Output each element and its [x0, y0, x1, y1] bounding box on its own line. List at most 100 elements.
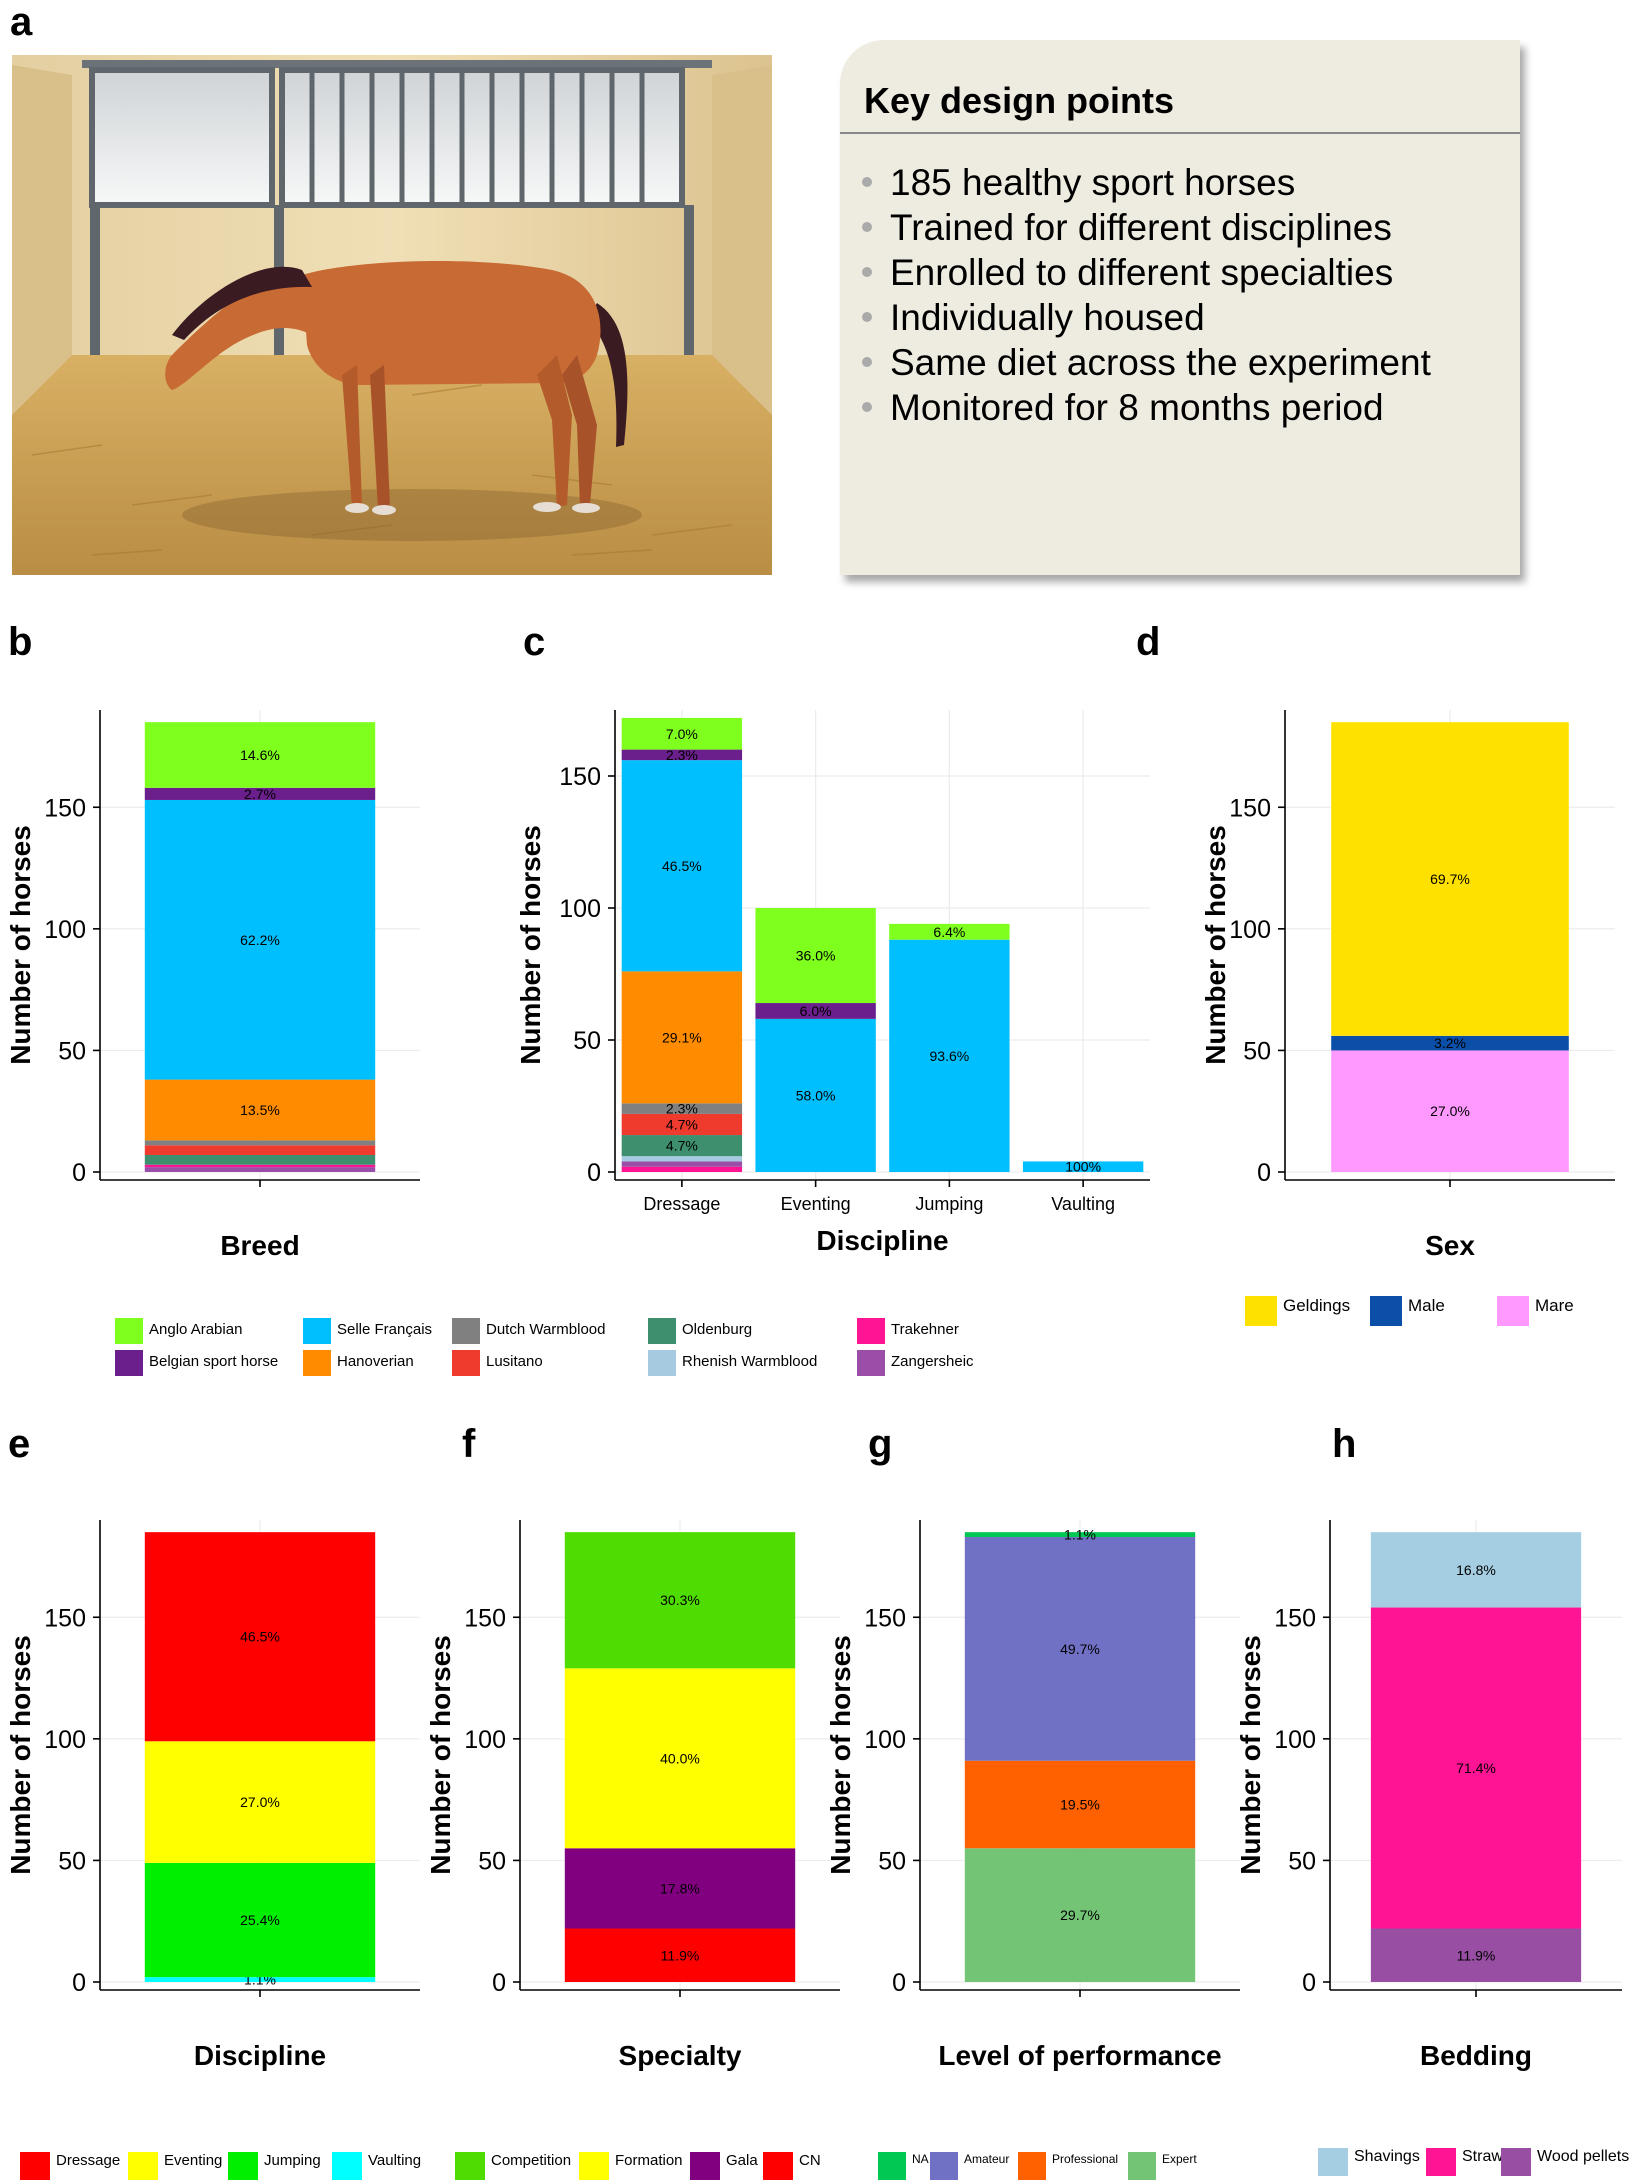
panel-letter-h: h [1332, 1422, 1357, 1466]
y-tick-label: 100 [464, 1726, 506, 1754]
bar-segment-selle-fran-ais [144, 799, 376, 1080]
key-design-points-list: 185 healthy sport horses Trained for dif… [862, 160, 1431, 430]
x-axis-title: Discipline [194, 2040, 326, 2071]
y-tick-label: 0 [892, 1969, 906, 1997]
bar-segment-trakehner [621, 1166, 743, 1172]
y-tick-label: 100 [559, 895, 601, 923]
legend-swatch [452, 1350, 480, 1376]
y-tick-label: 50 [58, 1847, 86, 1875]
legend-swatch [1245, 1296, 1277, 1326]
legend-label: Formation [615, 2152, 683, 2169]
y-tick-label: 150 [864, 1604, 906, 1632]
legend-swatch [1370, 1296, 1402, 1326]
x-axis-title: Breed [220, 1230, 299, 1261]
legend-label: Geldings [1283, 1296, 1351, 1315]
x-tick-label: Eventing [781, 1194, 851, 1214]
y-tick-label: 0 [587, 1159, 601, 1187]
legend-swatch [690, 2152, 720, 2180]
bar-segment-rhenish-warmblood [621, 1156, 743, 1162]
y-tick-label: 50 [1288, 1847, 1316, 1875]
legend-sex: Geldings Male Mare [1245, 1296, 1625, 1336]
bar-segment-male [1331, 1035, 1569, 1051]
key-design-points-box: Key design points 185 healthy sport hors… [840, 40, 1520, 575]
legend-label: Male [1408, 1296, 1445, 1315]
bar-segment-expert [964, 1848, 1196, 1982]
bar-segment-zangersheide [144, 1167, 376, 1172]
x-axis-title: Specialty [619, 2040, 742, 2071]
y-axis-title: Number of horses [5, 1635, 36, 1875]
legend-swatch [648, 1318, 676, 1344]
bar-segment-mare [1331, 1050, 1569, 1172]
panel-letter-b: b [8, 620, 33, 664]
data-label: 69.7% [1430, 871, 1470, 887]
bar-segment-shavings [1370, 1532, 1582, 1608]
bar-segment-lusitano [144, 1145, 376, 1155]
bar-segment-formation [564, 1668, 796, 1849]
y-tick-label: 0 [1302, 1969, 1316, 1997]
legend-swatch [857, 1350, 885, 1376]
legend-label: Trakehner [891, 1321, 959, 1338]
bar-segment-selle-fran-ais [755, 1018, 876, 1172]
legend-swatch [763, 2152, 793, 2180]
y-tick-label: 150 [44, 1604, 86, 1632]
bar-segment-oldenburg [144, 1154, 376, 1165]
legend-specialty: Competition Formation Gala CN [455, 2152, 855, 2184]
y-axis-title: Number of horses [5, 825, 36, 1065]
legend-swatch [1501, 2148, 1531, 2176]
bar-segment-belgian-sport-horse [621, 749, 743, 761]
legend-label: NA [912, 2152, 929, 2166]
legend-label: Jumping [264, 2152, 321, 2169]
chart-bedding: 11.9% 71.4% 16.8% 0 50 100 150 Number of horses… [1235, 1520, 1622, 2071]
data-label: 100% [1065, 1159, 1101, 1175]
legend-swatch [115, 1318, 143, 1344]
bar-segment-jumping [144, 1862, 376, 1978]
legend-swatch [857, 1318, 885, 1344]
key-point: Trained for different disciplines [862, 205, 1431, 250]
chart-specialty: 11.9% 17.8% 40.0% 30.3% 0 50 100 150 Number of h… [425, 1520, 840, 2071]
chart-breed: 13.5% 62.2% 2.7% 14.6% 0 50 100 150 Number of ho… [5, 710, 420, 1261]
data-label: 7.0% [666, 726, 698, 742]
bar-segment-gala [564, 1848, 796, 1929]
legend-label: Dutch Warmblood [486, 1321, 606, 1338]
legend-swatch [1318, 2148, 1348, 2176]
panel-letter-f: f [462, 1422, 476, 1466]
legend-swatch [20, 2152, 50, 2180]
legend-swatch [128, 2152, 158, 2180]
y-tick-label: 50 [58, 1037, 86, 1065]
bar-segment-hanoverian [621, 971, 743, 1104]
y-tick-label: 150 [1274, 1604, 1316, 1632]
legend-discipline: Dressage Eventing Jumping Vaulting [20, 2152, 430, 2184]
y-tick-label: 100 [44, 916, 86, 944]
y-axis-title: Number of horses [1235, 1635, 1266, 1875]
panel-letter-d: d [1136, 620, 1161, 664]
chart-sex: 27.0% 3.2% 69.7% 0 50 100 150 Number of horses S… [1200, 710, 1615, 1261]
chart-discipline-by-breed: 4.7%4.7%2.3%29.1%46.5%2.3%7.0%58.0%6.0%3… [515, 710, 1150, 1256]
legend-swatch [303, 1318, 331, 1344]
legend-label: Expert [1162, 2152, 1197, 2166]
data-label: 93.6% [930, 1048, 970, 1064]
legend-label: Lusitano [486, 1353, 543, 1370]
y-tick-label: 150 [464, 1604, 506, 1632]
data-label: 19.5% [1060, 1796, 1100, 1812]
x-axis-title: Bedding [1420, 2040, 1532, 2071]
data-label: 29.7% [1060, 1907, 1100, 1923]
bar-segment-competition [564, 1532, 796, 1669]
title-divider [840, 132, 1520, 134]
bullet-icon [862, 222, 872, 233]
legend-label: Shavings [1354, 2148, 1420, 2165]
bar-segment-hanoverian [144, 1079, 376, 1141]
bar-segment-wood-pellets [1370, 1928, 1582, 1982]
y-tick-label: 0 [1257, 1159, 1271, 1187]
legend-bedding: Shavings Straw Wood pellets [1318, 2148, 1638, 2182]
panel-letter-g: g [868, 1422, 893, 1466]
y-tick-label: 0 [72, 1159, 86, 1187]
legend-swatch [1426, 2148, 1456, 2176]
key-point: Monitored for 8 months period [862, 385, 1431, 430]
bar-segment-anglo-arabian [755, 908, 876, 1004]
data-label: 11.9% [1457, 1947, 1496, 1963]
y-axis-title: Number of horses [425, 1635, 456, 1875]
data-label: 58.0% [796, 1087, 836, 1103]
bar-segment-trakehner [144, 1164, 376, 1168]
x-tick-label: Vaulting [1051, 1194, 1115, 1214]
bar-segment-amateur [964, 1537, 1196, 1761]
